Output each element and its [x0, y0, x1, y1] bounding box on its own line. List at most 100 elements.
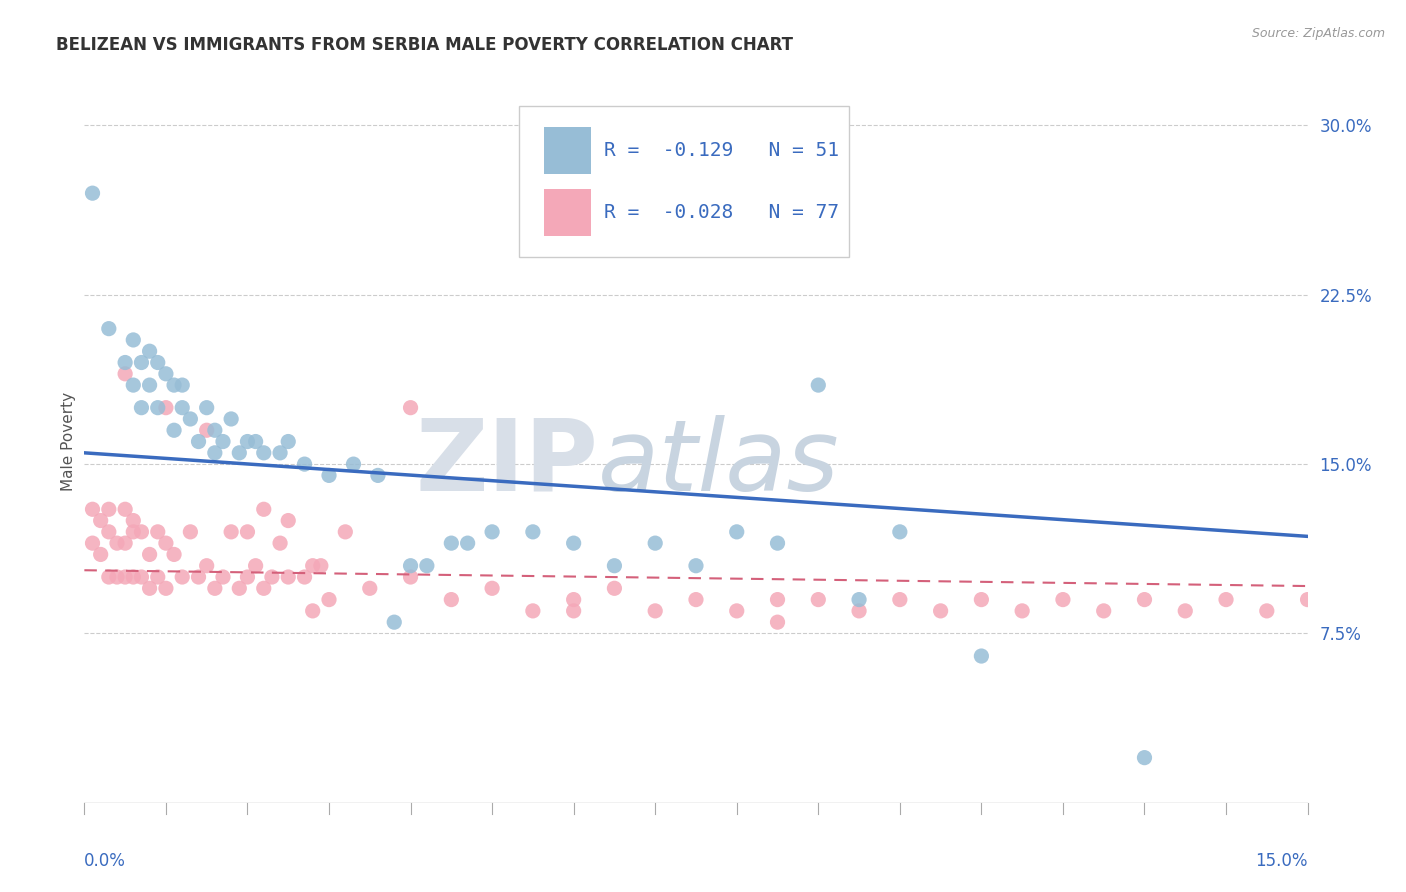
- Point: [228, 446, 250, 460]
- Point: [603, 558, 626, 573]
- Point: [195, 558, 218, 573]
- Point: [114, 367, 136, 381]
- Point: [195, 423, 218, 437]
- Text: ZIP: ZIP: [415, 415, 598, 512]
- FancyBboxPatch shape: [544, 128, 591, 174]
- Point: [1133, 750, 1156, 764]
- Point: [399, 558, 422, 573]
- Point: [294, 457, 316, 471]
- Point: [131, 401, 153, 415]
- Point: [1174, 604, 1197, 618]
- Point: [1215, 592, 1237, 607]
- Text: 0.0%: 0.0%: [84, 853, 127, 871]
- Point: [179, 524, 201, 539]
- Point: [889, 524, 911, 539]
- Point: [1256, 604, 1278, 618]
- FancyBboxPatch shape: [519, 105, 849, 257]
- Point: [245, 434, 267, 449]
- Point: [172, 570, 194, 584]
- Point: [277, 434, 299, 449]
- Point: [138, 548, 160, 562]
- Point: [105, 570, 128, 584]
- Point: [277, 570, 299, 584]
- Y-axis label: Male Poverty: Male Poverty: [60, 392, 76, 491]
- Point: [367, 468, 389, 483]
- Point: [562, 592, 585, 607]
- Point: [114, 502, 136, 516]
- Point: [146, 570, 169, 584]
- Point: [82, 502, 104, 516]
- Point: [155, 582, 177, 596]
- Point: [342, 457, 364, 471]
- Point: [848, 592, 870, 607]
- Point: [725, 604, 748, 618]
- Point: [359, 582, 381, 596]
- Point: [399, 570, 422, 584]
- Point: [253, 582, 276, 596]
- Point: [269, 446, 291, 460]
- Point: [212, 570, 235, 584]
- Text: BELIZEAN VS IMMIGRANTS FROM SERBIA MALE POVERTY CORRELATION CHART: BELIZEAN VS IMMIGRANTS FROM SERBIA MALE …: [56, 36, 793, 54]
- Point: [335, 524, 357, 539]
- Point: [301, 558, 323, 573]
- Point: [187, 434, 209, 449]
- Point: [1296, 592, 1319, 607]
- Point: [97, 502, 120, 516]
- Point: [644, 536, 666, 550]
- Point: [204, 423, 226, 437]
- Point: [163, 548, 186, 562]
- Point: [219, 524, 242, 539]
- Point: [603, 582, 626, 596]
- Point: [1052, 592, 1074, 607]
- Point: [97, 321, 120, 335]
- Point: [440, 592, 463, 607]
- Text: 15.0%: 15.0%: [1256, 853, 1308, 871]
- Text: R =  -0.028   N = 77: R = -0.028 N = 77: [605, 203, 839, 222]
- Point: [131, 570, 153, 584]
- Point: [146, 355, 169, 369]
- Point: [146, 401, 169, 415]
- Point: [522, 524, 544, 539]
- Point: [114, 355, 136, 369]
- Point: [204, 582, 226, 596]
- Point: [228, 582, 250, 596]
- Point: [163, 378, 186, 392]
- Point: [236, 570, 259, 584]
- Point: [155, 536, 177, 550]
- Point: [277, 514, 299, 528]
- Point: [269, 536, 291, 550]
- Point: [889, 592, 911, 607]
- Point: [204, 446, 226, 460]
- Point: [440, 536, 463, 550]
- Point: [82, 536, 104, 550]
- Point: [1133, 592, 1156, 607]
- Point: [416, 558, 439, 573]
- Point: [1011, 604, 1033, 618]
- Point: [807, 592, 830, 607]
- Point: [114, 570, 136, 584]
- Point: [195, 401, 218, 415]
- Point: [138, 378, 160, 392]
- Point: [399, 401, 422, 415]
- Point: [172, 378, 194, 392]
- Point: [131, 524, 153, 539]
- Point: [122, 378, 145, 392]
- Point: [848, 604, 870, 618]
- Point: [187, 570, 209, 584]
- Point: [481, 582, 503, 596]
- Point: [236, 434, 259, 449]
- Point: [382, 615, 405, 630]
- Point: [245, 558, 267, 573]
- Point: [97, 524, 120, 539]
- Point: [90, 514, 112, 528]
- Point: [172, 401, 194, 415]
- Point: [301, 604, 323, 618]
- Point: [122, 524, 145, 539]
- Point: [122, 514, 145, 528]
- Point: [90, 548, 112, 562]
- Point: [155, 401, 177, 415]
- FancyBboxPatch shape: [544, 188, 591, 235]
- Point: [236, 524, 259, 539]
- Point: [970, 648, 993, 663]
- Point: [457, 536, 479, 550]
